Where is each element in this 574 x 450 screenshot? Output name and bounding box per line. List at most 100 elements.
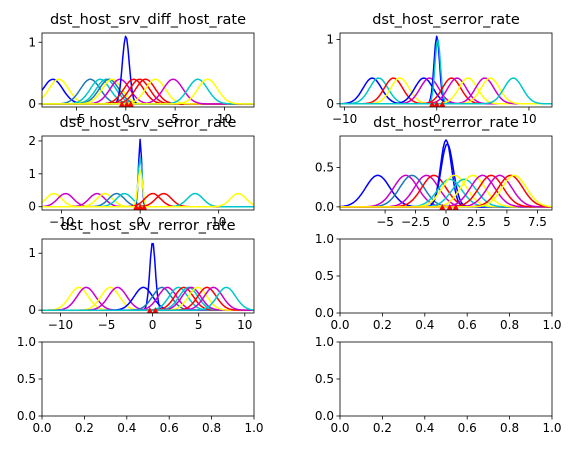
marker-2 (433, 100, 440, 107)
x-tick-label: 0.6 (458, 421, 477, 435)
axes-frame (41, 32, 255, 108)
subplot-1: −5 0 5 10 0 1 dst_host_srv_diff_host_rate (28, 12, 255, 126)
series-line-13 (42, 78, 254, 105)
axes-frame (41, 135, 255, 211)
x-tick-label: 10 (211, 215, 226, 229)
marker-2 (123, 100, 130, 107)
y-tick-label: 0.5 (315, 372, 334, 386)
x-tick-label: −2.5 (401, 215, 430, 229)
series-line-10 (42, 78, 254, 105)
x-tick-label: 5 (503, 215, 511, 229)
series-line-16 (42, 286, 254, 311)
y-tick-label: 1 (28, 167, 36, 181)
marker-3 (141, 203, 148, 210)
series-line-13 (42, 192, 254, 208)
x-tick-label: 0.8 (202, 421, 221, 435)
y-tick-label: 0.5 (315, 269, 334, 283)
x-tick-label: 0.8 (500, 421, 519, 435)
x-tick-label: 7.5 (528, 215, 547, 229)
axes-frame (339, 341, 553, 417)
y-tick-label: 0.0 (315, 409, 334, 423)
plot-area (340, 139, 552, 210)
marker-3 (439, 100, 446, 107)
x-tick-label: 2.5 (467, 215, 486, 229)
subplot-title: dst_host_srv_rerror_rate (60, 218, 235, 234)
series-line-8 (340, 39, 552, 105)
y-tick-label: 0 (326, 97, 334, 111)
subplot-4: −5 −2.5 0 2.5 5 7.5 0.0 0.5 dst_host_rerror_rate (315, 115, 553, 229)
subplot-6: 0.0 0.2 0.4 0.6 0.8 1.0 0.0 0.5 1.0 (315, 232, 562, 332)
subplot-title: dst_host_rerror_rate (373, 115, 519, 131)
y-tick-label: 1.0 (315, 335, 334, 349)
y-tick-label: 2 (28, 134, 36, 148)
x-tick-label: 0.2 (75, 421, 94, 435)
x-tick-label: 0.2 (373, 318, 392, 332)
y-tick-label: 0.0 (17, 409, 36, 423)
series-line-14 (340, 77, 552, 105)
x-tick-label: 0.4 (415, 318, 434, 332)
x-tick-label: 0.8 (500, 318, 519, 332)
x-tick-label: 0.0 (32, 421, 51, 435)
marker-1 (429, 100, 436, 107)
series-line-7 (340, 35, 552, 105)
x-tick-label: −10 (48, 318, 73, 332)
x-tick-label: 0.4 (415, 421, 434, 435)
y-tick-label: 0.5 (17, 372, 36, 386)
x-tick-label: −5 (68, 112, 86, 126)
marker-2 (152, 307, 159, 313)
y-tick-label: 1 (28, 246, 36, 260)
series-line-4 (42, 78, 254, 105)
axes-frame (41, 341, 255, 417)
x-tick-label: 0.6 (458, 318, 477, 332)
y-tick-label: 0 (28, 97, 36, 111)
series-line-3 (42, 78, 254, 105)
marker-1 (133, 203, 140, 210)
subplot-5: −10 −5 0 5 10 0 1 dst_host_srv_rerror_rate (28, 218, 255, 332)
subplot-3: −10 0 10 0 1 2 dst_host_srv_serror_rate (28, 115, 255, 229)
x-tick-label: 1.0 (542, 318, 561, 332)
y-tick-label: 0 (28, 200, 36, 214)
y-tick-label: 0.0 (315, 306, 334, 320)
x-tick-label: 0.0 (330, 318, 349, 332)
axes-frame (339, 32, 553, 108)
subplot-7: 0.0 0.2 0.4 0.6 0.8 1.0 0.0 0.5 1.0 (17, 335, 264, 435)
x-tick-label: 0.6 (160, 421, 179, 435)
x-tick-label: 0 (122, 112, 130, 126)
y-tick-label: 0 (28, 303, 36, 317)
subplot-title: dst_host_srv_diff_host_rate (50, 12, 246, 28)
marker-3 (452, 203, 459, 210)
series-line-9 (42, 169, 254, 208)
series-line-9 (42, 35, 254, 105)
series-line-11 (42, 78, 254, 105)
series-line-2 (42, 78, 254, 105)
subplot-8: 0.0 0.2 0.4 0.6 0.8 1.0 0.0 0.5 1.0 (315, 335, 562, 435)
marker-1 (146, 307, 153, 313)
x-tick-label: 10 (237, 318, 252, 332)
x-tick-label: −5 (98, 318, 116, 332)
x-tick-label: 0.4 (117, 421, 136, 435)
series-line-6 (42, 78, 254, 105)
y-tick-label: 0.5 (315, 160, 334, 174)
axes-frame (339, 238, 553, 314)
x-tick-label: 0.2 (373, 421, 392, 435)
y-tick-label: 1 (28, 35, 36, 49)
marker-3 (127, 100, 134, 107)
marker-2 (446, 203, 453, 210)
axes-frame (41, 238, 255, 314)
x-tick-label: 0.0 (330, 421, 349, 435)
plot-area (42, 35, 254, 107)
x-tick-label: −5 (376, 215, 394, 229)
marker-1 (118, 100, 125, 107)
marker-2 (137, 203, 144, 210)
series-line-16 (42, 78, 254, 105)
plot-area (42, 242, 254, 313)
series-line-15 (42, 78, 254, 105)
marker-1 (439, 203, 446, 210)
series-line-8 (42, 78, 254, 105)
x-tick-label: 0 (149, 318, 157, 332)
series-line-7 (42, 78, 254, 105)
x-tick-label: 1.0 (244, 421, 263, 435)
y-tick-label: 0.0 (315, 200, 334, 214)
